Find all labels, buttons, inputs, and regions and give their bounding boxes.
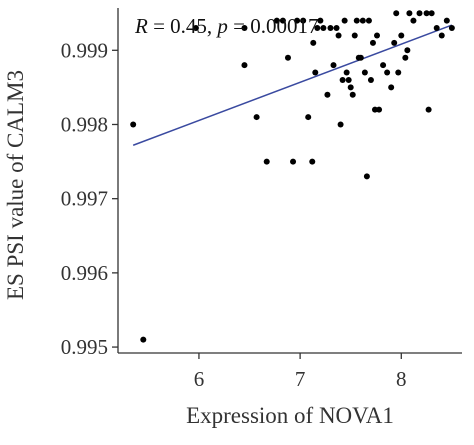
data-point [363, 173, 370, 180]
data-point [140, 336, 147, 343]
data-point [310, 39, 317, 46]
data-point [388, 84, 395, 91]
data-point [341, 17, 348, 24]
data-point [347, 84, 354, 91]
y-axis-ticks: 0.995 0.996 0.997 0.998 0.999 [61, 38, 118, 359]
x-axis-ticks: 6 7 8 [194, 353, 407, 391]
data-point [353, 17, 360, 24]
y-tick-label: 0.997 [61, 187, 108, 211]
data-point [406, 10, 413, 17]
data-point [324, 91, 331, 98]
data-point [327, 25, 334, 32]
data-point [357, 54, 364, 61]
data-point [343, 69, 350, 76]
correlation-annotation: R = 0.45, p = 0.00017 [134, 14, 319, 38]
data-point [361, 69, 368, 76]
regression-line [132, 24, 453, 146]
data-point [376, 106, 383, 113]
data-point [335, 32, 342, 39]
data-point [294, 17, 301, 24]
data-point [402, 54, 409, 61]
data-point [349, 91, 356, 98]
y-tick-label: 0.999 [61, 38, 108, 62]
data-point [290, 158, 297, 165]
data-point [395, 69, 402, 76]
x-tick-label: 8 [396, 367, 407, 391]
data-point [314, 25, 321, 32]
data-point [391, 39, 398, 46]
data-point [339, 76, 346, 83]
x-tick-label: 7 [295, 367, 306, 391]
data-point [253, 114, 260, 121]
data-point [359, 17, 366, 24]
data-point [393, 10, 400, 17]
data-point [284, 54, 291, 61]
data-point [443, 17, 450, 24]
y-tick-label: 0.998 [61, 112, 108, 136]
data-point [192, 25, 199, 32]
data-point [130, 121, 137, 128]
data-point [369, 39, 376, 46]
y-axis-title: ES PSI value of CALM3 [3, 70, 28, 300]
data-point [416, 10, 423, 17]
p-label: p [215, 14, 228, 38]
data-point [312, 69, 319, 76]
data-point [367, 76, 374, 83]
y-tick-label: 0.995 [61, 335, 108, 359]
p-value: = 0.00017 [228, 14, 319, 38]
r-label: R [134, 14, 148, 38]
data-point [241, 25, 248, 32]
data-point [305, 114, 312, 121]
data-point [317, 17, 324, 24]
data-point [320, 25, 327, 32]
data-point [241, 62, 248, 69]
data-point [330, 62, 337, 69]
data-point [433, 25, 440, 32]
y-tick-label: 0.996 [61, 261, 108, 285]
data-point [273, 17, 280, 24]
data-point [404, 47, 411, 54]
x-tick-label: 6 [194, 367, 205, 391]
data-point [398, 32, 405, 39]
data-point [333, 25, 340, 32]
data-point [279, 17, 286, 24]
data-point [345, 76, 352, 83]
data-point [365, 17, 372, 24]
data-point [337, 121, 344, 128]
data-point [309, 158, 316, 165]
data-point [380, 62, 387, 69]
data-point [410, 17, 417, 24]
plot-area [130, 10, 455, 343]
x-axis-title: Expression of NOVA1 [186, 403, 394, 428]
data-point [448, 25, 455, 32]
data-point [438, 32, 445, 39]
data-point [425, 106, 432, 113]
data-point [384, 69, 391, 76]
data-point [374, 32, 381, 39]
data-point [263, 158, 270, 165]
r-value: = 0.45, [148, 14, 218, 38]
data-point [351, 32, 358, 39]
data-point [428, 10, 435, 17]
data-point [300, 17, 307, 24]
data-point [423, 10, 430, 17]
